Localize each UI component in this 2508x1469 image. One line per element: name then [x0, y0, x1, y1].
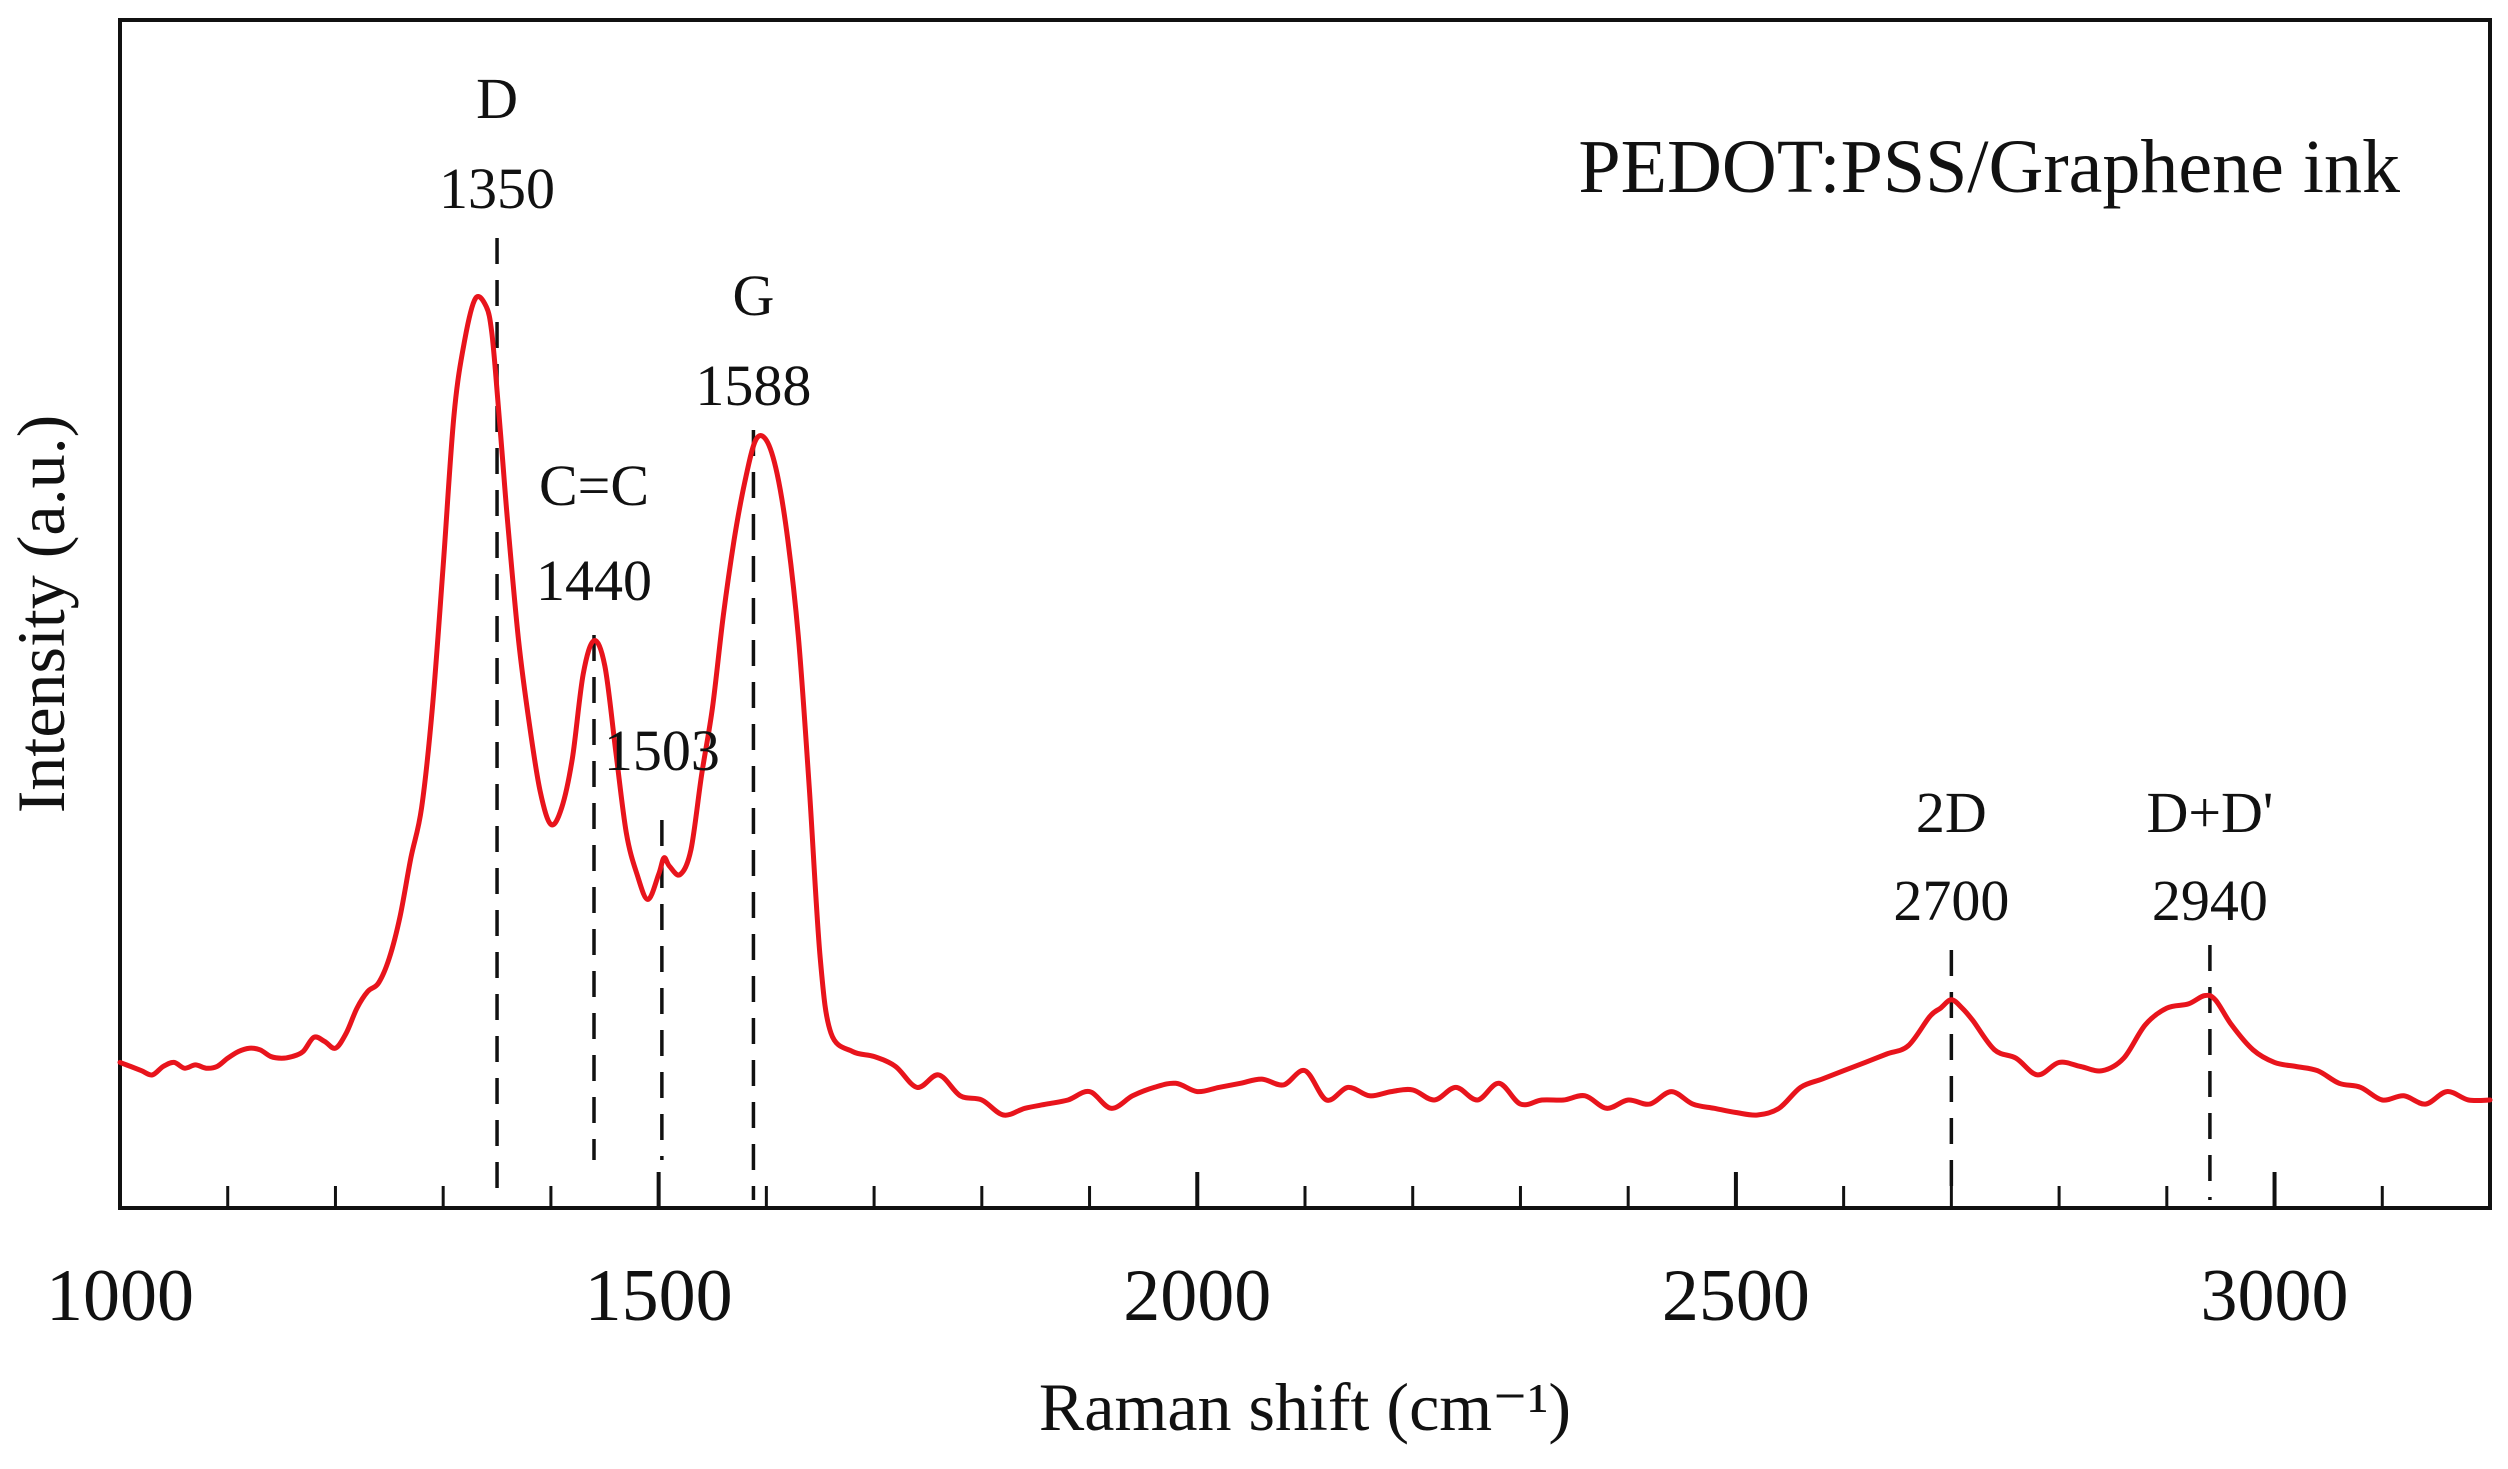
- peak-value-label: 1503: [604, 718, 720, 783]
- peak-labels: D 1350 C=C 1440 1503 G 1588 2D 2700 D+D' 2940: [439, 66, 2273, 933]
- x-tick-label: 2500: [1662, 1255, 1810, 1337]
- x-axis-ticks: [118, 1172, 2384, 1208]
- x-axis-title: Raman shift (cm⁻¹): [1039, 1369, 1571, 1445]
- peak-markers: [495, 238, 2212, 1200]
- peak-name-label: D: [476, 66, 518, 131]
- peak-name-label: D+D': [2146, 780, 2273, 845]
- x-tick-label: 3000: [2201, 1255, 2349, 1337]
- x-tick-label: 2000: [1123, 1255, 1271, 1337]
- peak-name-label: 2D: [1916, 780, 1987, 845]
- x-tick-label: 1000: [46, 1255, 194, 1337]
- peak-value-label: 2940: [2152, 868, 2268, 933]
- x-tick-label: 1500: [585, 1255, 733, 1337]
- peak-value-label: 2700: [1893, 868, 2009, 933]
- peak-value-label: 1588: [695, 353, 811, 418]
- legend-label: PEDOT:PSS/Graphene ink: [1578, 125, 2400, 209]
- x-axis-tick-labels: 1000 1500 2000 2500 3000: [46, 1255, 2349, 1337]
- peak-value-label: 1350: [439, 156, 555, 221]
- peak-name-label: G: [732, 263, 774, 328]
- peak-name-label: C=C: [539, 453, 649, 518]
- y-axis-title: Intensity (a.u.): [3, 415, 79, 813]
- peak-value-label: 1440: [536, 548, 652, 613]
- spectrum-line: [117, 294, 2493, 1118]
